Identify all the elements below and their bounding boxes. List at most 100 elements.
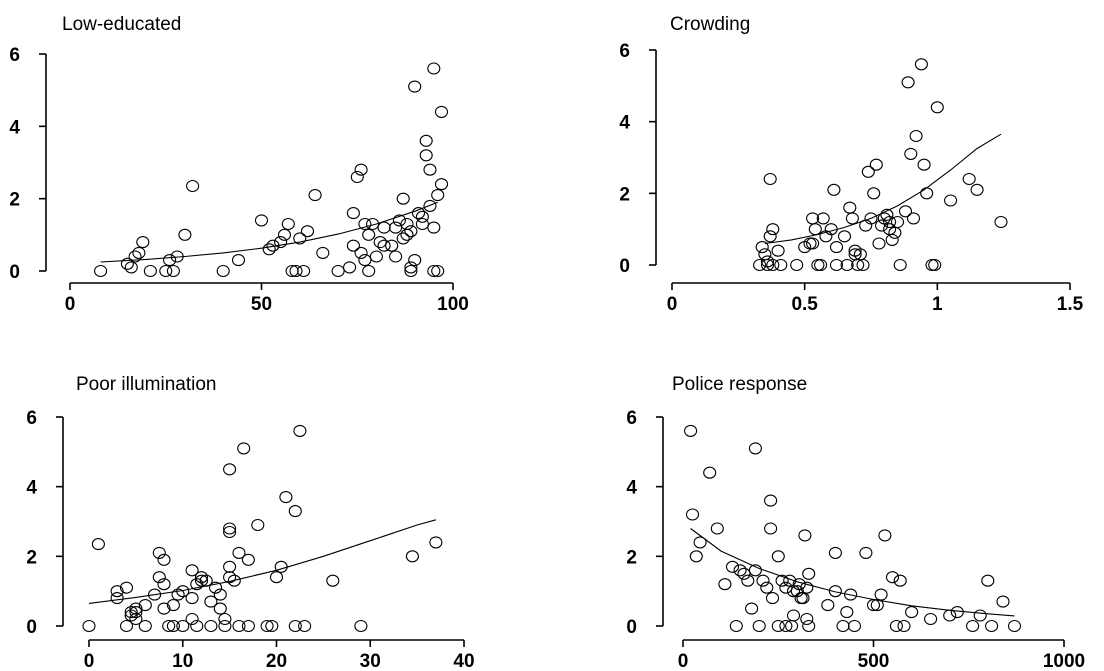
data-point (893, 258, 907, 272)
x-tick-label: 30 (360, 651, 381, 671)
data-point (419, 149, 433, 162)
data-point (758, 248, 772, 261)
data-point (265, 619, 279, 633)
data-point (861, 165, 875, 178)
data-point (808, 223, 822, 236)
data-point (890, 215, 905, 229)
data-point (771, 619, 785, 633)
data-point (985, 619, 999, 633)
y-tick-label: 2 (26, 547, 37, 568)
data-point (950, 606, 964, 619)
data-point (800, 612, 814, 626)
data-point (847, 619, 862, 633)
data-point (775, 574, 789, 587)
fit-curve (764, 133, 1002, 245)
data-point (827, 183, 841, 196)
data-point (241, 553, 255, 566)
data-point (821, 599, 835, 612)
data-point (905, 606, 919, 619)
y-tick-label: 4 (626, 478, 637, 499)
data-point (840, 258, 854, 272)
data-point (928, 258, 942, 272)
data-point (170, 250, 184, 263)
data-point (703, 466, 717, 479)
y-tick-label: 4 (26, 478, 37, 499)
data-point (765, 592, 780, 605)
data-point (343, 261, 357, 274)
data-point (779, 581, 793, 594)
data-point (872, 237, 886, 250)
data-point (176, 585, 190, 598)
data-point (124, 606, 138, 619)
data-point (346, 239, 360, 252)
data-point (867, 187, 881, 200)
data-point (331, 264, 345, 278)
data-point (763, 172, 777, 186)
data-point (866, 599, 881, 612)
data-point (897, 619, 911, 633)
data-point (232, 619, 246, 633)
data-point (209, 581, 223, 594)
data-point (883, 215, 897, 229)
x-tick-label: 1 (932, 294, 943, 315)
data-point (281, 217, 295, 231)
data-point (293, 424, 307, 437)
data-point (763, 230, 777, 243)
x-tick-label: 1.5 (1057, 294, 1084, 315)
data-point (920, 187, 934, 200)
data-point (223, 522, 237, 535)
data-point (930, 101, 944, 114)
y-tick-label: 2 (626, 547, 637, 568)
data-point (262, 243, 276, 256)
data-point (288, 505, 302, 518)
chart-panel: Crowding 0 2 4 6 0 0.5 1 1.5 (619, 14, 1083, 315)
data-point (431, 264, 445, 278)
x-tick-label: 1000 (1043, 651, 1085, 671)
data-point (792, 578, 806, 591)
data-point (171, 588, 185, 601)
x-tick-label: 0 (84, 651, 95, 671)
data-point (369, 250, 383, 263)
data-point (119, 619, 134, 633)
data-point (824, 223, 838, 236)
y-tick-label: 2 (9, 190, 20, 211)
data-point (840, 606, 854, 619)
data-point (358, 254, 372, 267)
data-point (110, 592, 124, 605)
data-point (853, 248, 867, 261)
data-point (110, 585, 124, 598)
data-point (874, 588, 888, 601)
y-tick-label: 2 (619, 184, 630, 205)
y-tick-label: 6 (9, 45, 20, 66)
data-point (766, 258, 780, 272)
data-point (814, 258, 828, 272)
data-point (684, 424, 698, 437)
data-point (362, 228, 376, 241)
data-point (350, 170, 364, 184)
data-point (973, 609, 987, 622)
data-point (186, 179, 200, 193)
data-point (138, 599, 152, 612)
data-point (148, 588, 162, 601)
data-point (962, 172, 976, 186)
data-point (159, 264, 173, 278)
data-point (385, 239, 399, 252)
data-point (241, 619, 255, 633)
data-point (1007, 619, 1022, 633)
data-point (996, 595, 1010, 608)
data-point (878, 529, 892, 542)
data-point (906, 212, 921, 225)
data-point (223, 571, 237, 584)
data-point (828, 546, 842, 559)
data-point (185, 592, 199, 605)
data-point (431, 189, 445, 202)
data-point (223, 525, 237, 539)
data-point (798, 529, 812, 542)
data-point (783, 574, 797, 587)
data-point (423, 199, 437, 212)
data-point (408, 254, 422, 267)
chart-title: Poor illumination (76, 374, 216, 395)
data-point (213, 602, 227, 615)
data-point (132, 246, 146, 259)
